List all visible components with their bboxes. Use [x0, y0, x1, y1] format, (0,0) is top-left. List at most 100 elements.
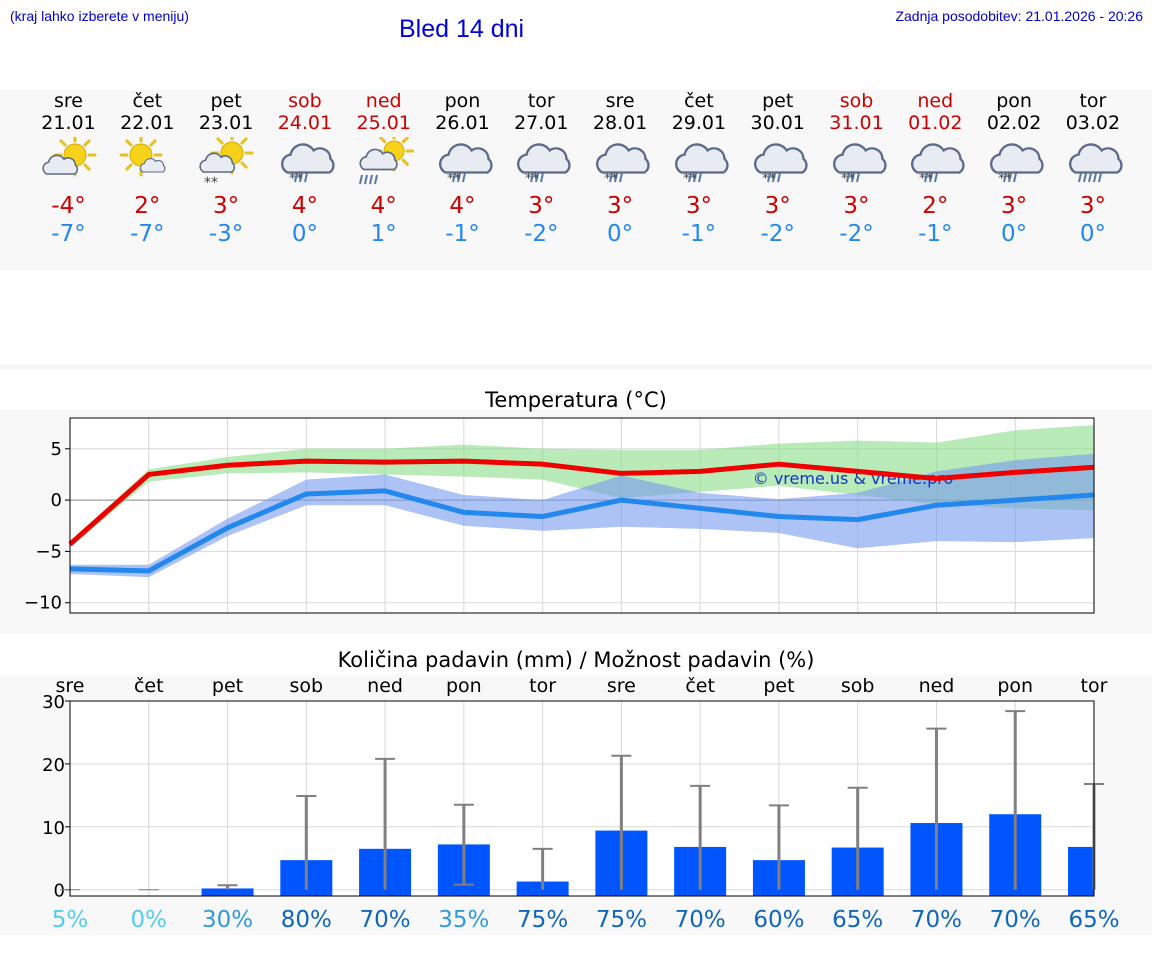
precip-bar	[1068, 846, 1094, 896]
cloud-rain-icon	[1068, 143, 1123, 183]
max-range-band	[70, 425, 1094, 548]
svg-text:**: **	[289, 171, 303, 187]
day-name: tor	[1079, 90, 1107, 112]
temp-min: 0°	[607, 221, 634, 247]
day-column: sob 31.01 ** 3° -2°	[817, 90, 896, 248]
x-day-label: sre	[56, 675, 85, 697]
temp-max: 3°	[213, 193, 240, 219]
y-tick-label: 20	[42, 755, 65, 776]
svg-text:**: **	[841, 171, 855, 187]
day-column: čet 29.01 ** 3° -1°	[659, 90, 738, 248]
day-column: pon 26.01 ** 4° -1°	[423, 90, 502, 248]
precip-chart-title: Količina padavin (mm) / Možnost padavin …	[337, 648, 815, 672]
sun-small-cloud-icon	[119, 137, 166, 177]
sun-partly-cloudy-icon	[41, 137, 96, 177]
day-column: čet 22.01 2° -7°	[108, 90, 187, 248]
temperature-chart-title: Temperatura (°C)	[485, 388, 667, 412]
day-column: pet 30.01 ** 3° -2°	[738, 90, 817, 248]
day-date: 31.01	[829, 112, 884, 134]
x-day-label: pon	[446, 675, 482, 697]
x-day-label: pet	[763, 675, 794, 697]
temp-max: 3°	[1001, 193, 1028, 219]
x-day-label: tor	[1081, 675, 1108, 697]
cloud-sleet-icon: **	[438, 143, 493, 187]
temp-min: -2°	[524, 221, 559, 247]
temp-min: -7°	[130, 221, 165, 247]
svg-text:**: **	[525, 171, 539, 187]
temp-min: -1°	[918, 221, 953, 247]
day-name: čet	[132, 90, 163, 112]
precip-bar	[201, 888, 254, 896]
day-name: pon	[996, 90, 1032, 112]
temp-min: -2°	[839, 221, 874, 247]
precip-probability: 65%	[1068, 907, 1119, 933]
temp-min: 0°	[291, 221, 318, 247]
precip-probability: 5%	[52, 907, 89, 933]
last-updated: Zadnja posodobitev: 21.01.2026 - 20:26	[895, 8, 1143, 24]
precip-probability: 30%	[202, 907, 253, 933]
day-date: 23.01	[198, 112, 254, 134]
day-column: tor 27.01 ** 3° -2°	[502, 90, 581, 248]
temp-max: 3°	[843, 193, 870, 219]
forecast-strip	[0, 90, 1152, 270]
day-name: tor	[527, 90, 555, 112]
precip-probability: 70%	[675, 907, 726, 933]
y-tick-label: −10	[24, 593, 62, 614]
x-day-label: pon	[997, 675, 1033, 697]
precip-probability: 65%	[832, 907, 883, 933]
day-name: sre	[605, 90, 635, 112]
x-day-label: ned	[367, 675, 403, 697]
min-range-band	[70, 453, 1094, 578]
day-date: 24.01	[277, 112, 333, 134]
cloud-sleet-icon: **	[596, 143, 650, 187]
temp-min: -3°	[208, 221, 244, 247]
day-column: sre 21.01 -4° -7°	[29, 90, 108, 248]
temp-max: 3°	[528, 193, 555, 219]
temp-min: 0°	[1001, 221, 1028, 247]
y-tick-label: 0	[54, 881, 65, 902]
precip-probability: 70%	[360, 907, 411, 933]
page-title: Bled 14 dni	[399, 15, 525, 43]
precip-probability: 35%	[438, 907, 489, 933]
y-tick-label: 10	[42, 818, 65, 839]
svg-text:**: **	[604, 171, 618, 187]
precip-probability: 70%	[990, 907, 1041, 933]
day-name: pon	[444, 90, 481, 112]
cloud-sleet-icon: **	[911, 143, 965, 187]
x-day-label: ned	[919, 675, 955, 697]
precipitation-chart: 30 20 10 0 sre čet pet sob ned pon tor sre čet pet sob…	[42, 675, 1119, 933]
day-date: 26.01	[435, 112, 490, 134]
day-column: sob 24.01 ** 4° 0°	[265, 90, 344, 248]
svg-text:**: **	[204, 175, 218, 189]
temp-max: 2°	[922, 193, 949, 219]
temp-min: -1°	[445, 221, 480, 247]
temp-min: 0°	[1079, 221, 1106, 247]
divider	[0, 365, 1152, 370]
svg-text:**: **	[998, 171, 1012, 187]
temp-max: 3°	[1079, 193, 1106, 219]
day-name: čet	[684, 90, 714, 112]
cloud-sleet-icon: **	[280, 143, 335, 187]
temperature-chart: 50−5−10© vreme.us & vreme.pro	[24, 417, 1095, 614]
y-tick-label: 30	[42, 692, 65, 713]
x-day-label: sob	[841, 675, 875, 697]
temp-max: 4°	[291, 193, 318, 219]
day-column: pon 02.02 ** 3° 0°	[975, 90, 1054, 248]
x-day-label: tor	[529, 675, 556, 697]
y-tick-label: 0	[51, 490, 62, 511]
cloud-sleet-icon: **	[517, 143, 571, 187]
precip-probability: 70%	[911, 907, 962, 933]
day-name: sob	[288, 90, 322, 112]
temp-max: 2°	[134, 193, 161, 219]
location-menu-hint[interactable]: (kraj lahko izberete v meniju)	[10, 8, 189, 24]
temp-min: -2°	[760, 221, 795, 247]
plot-frame	[69, 417, 1095, 614]
precip-probability: 75%	[596, 907, 647, 933]
plot-frame	[69, 700, 1095, 897]
day-date: 29.01	[671, 112, 727, 134]
day-date: 25.01	[356, 112, 411, 134]
x-day-label: pet	[212, 675, 243, 697]
day-name: sob	[839, 90, 874, 112]
temp-max: -4°	[51, 193, 86, 219]
precip-probability: 75%	[517, 907, 568, 933]
